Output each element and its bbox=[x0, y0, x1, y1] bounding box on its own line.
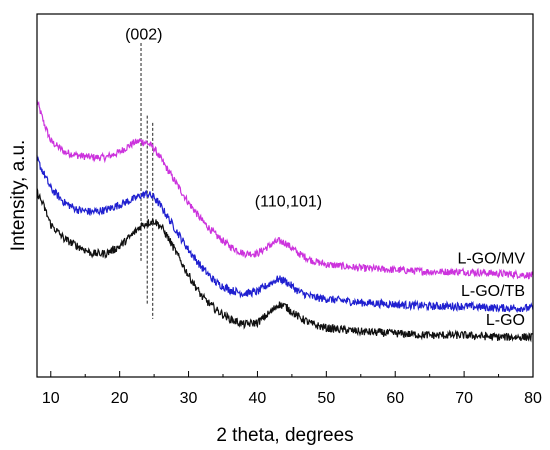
annotation-110-101: (110,101) bbox=[255, 193, 322, 210]
x-ticks: 10 20 30 40 50 60 70 80 bbox=[42, 371, 542, 407]
reference-lines bbox=[140, 43, 154, 319]
x-tick-label-10: 10 bbox=[42, 390, 60, 407]
y-axis-title: Intensity, a.u. bbox=[8, 140, 29, 252]
x-tick-label-60: 60 bbox=[386, 390, 404, 407]
annotation-002: (002) bbox=[125, 26, 162, 43]
x-tick-label-20: 20 bbox=[111, 390, 129, 407]
x-axis-title: 2 theta, degrees bbox=[216, 425, 353, 446]
series-line-l-go-mv bbox=[36, 99, 534, 280]
series-group bbox=[36, 99, 534, 343]
series-label-l-go-tb: L-GO/TB bbox=[461, 283, 525, 300]
plot-border bbox=[36, 13, 534, 378]
chart-labels: L-GO/MV L-GO/TB L-GO 2 theta, degrees Intens… bbox=[8, 26, 525, 446]
x-tick-label-70: 70 bbox=[455, 390, 473, 407]
series-label-l-go: L-GO bbox=[486, 312, 525, 329]
x-tick-label-30: 30 bbox=[180, 390, 198, 407]
series-label-l-go-mv: L-GO/MV bbox=[457, 250, 525, 267]
x-tick-label-80: 80 bbox=[524, 390, 542, 407]
plot-frame bbox=[36, 13, 534, 378]
series-line-l-go bbox=[36, 188, 534, 343]
x-tick-label-50: 50 bbox=[317, 390, 335, 407]
series-line-l-go-tb bbox=[36, 155, 534, 314]
x-tick-label-40: 40 bbox=[249, 390, 267, 407]
